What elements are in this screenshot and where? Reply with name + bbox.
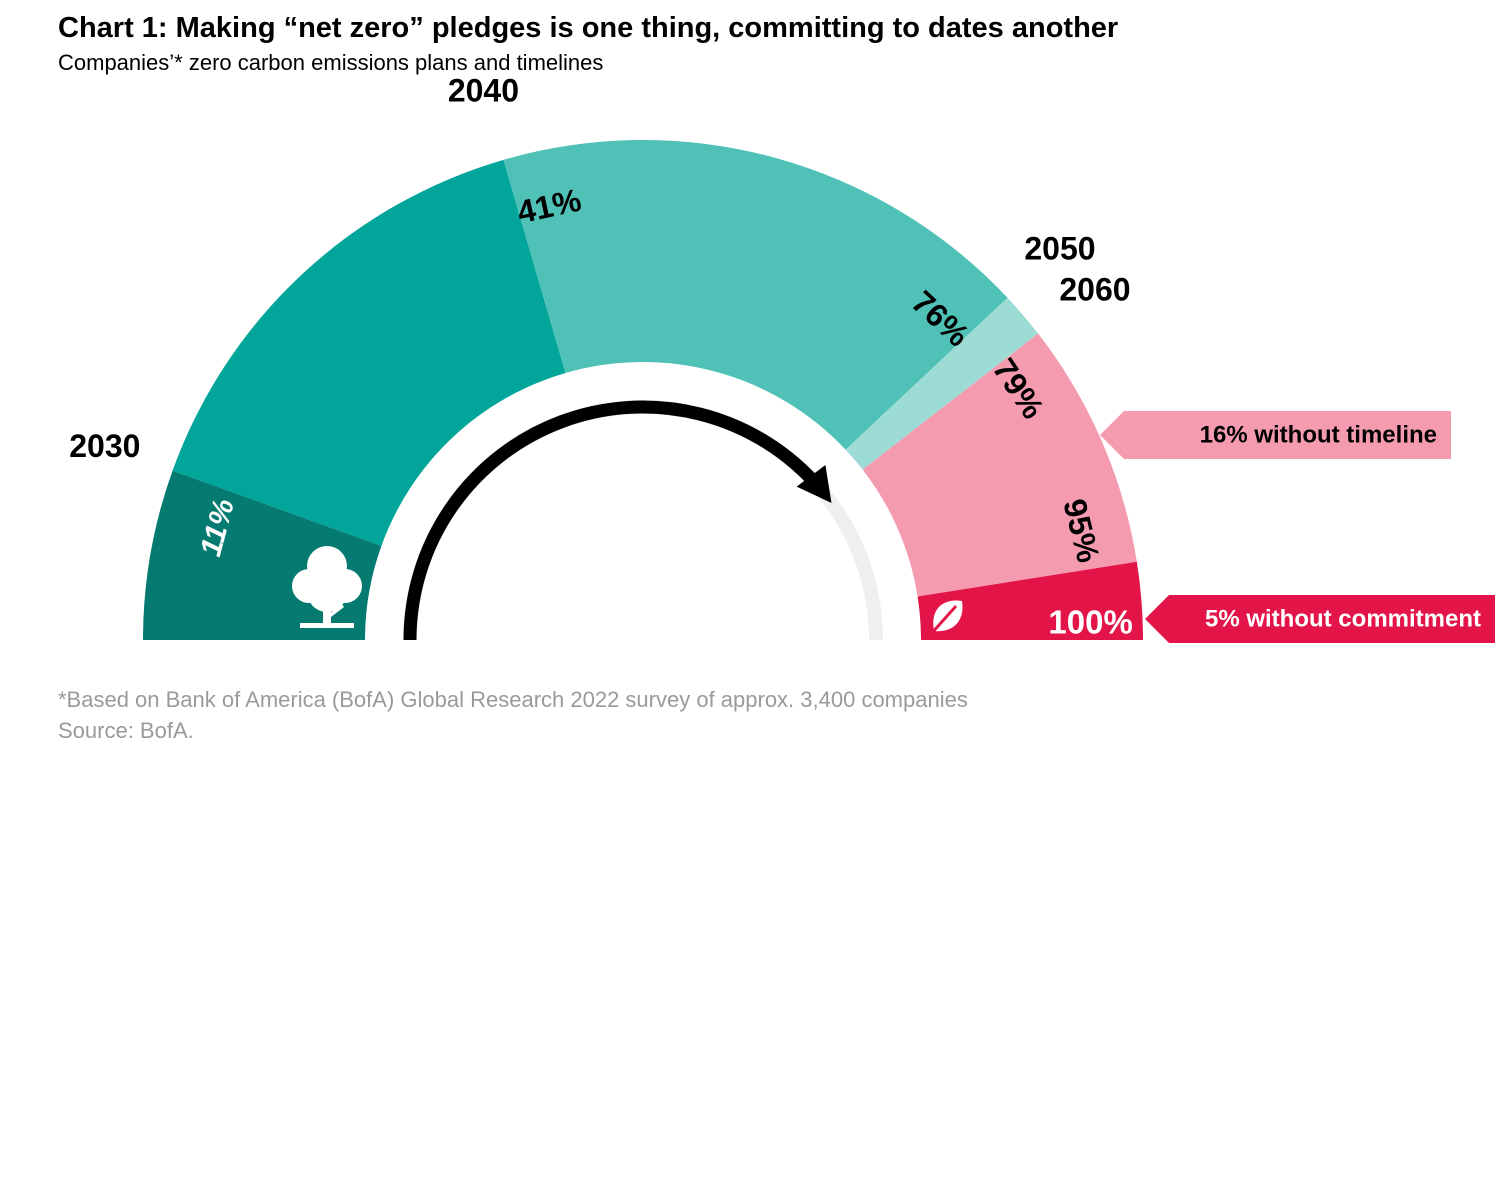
chart-title: Chart 1: Making “net zero” pledges is on… xyxy=(58,12,1119,44)
year-label-2030: 2030 xyxy=(69,428,140,464)
leaf-icon xyxy=(929,600,963,635)
inner-ring-track xyxy=(403,400,883,641)
callout-tag-1 xyxy=(1100,411,1451,459)
gauge-segment-2040 xyxy=(172,159,566,546)
year-label-2050: 2050 xyxy=(1024,230,1095,266)
footnote-source: Source: BofA. xyxy=(58,718,194,743)
gauge-segment-2050 xyxy=(503,140,1008,450)
callout-text-1: 16% without timeline xyxy=(1200,422,1437,449)
footnote: *Based on Bank of America (BofA) Global … xyxy=(58,684,968,746)
gauge-segment-without-commitment xyxy=(917,561,1143,640)
arrow-head-icon xyxy=(796,464,832,503)
inner-progress-ring xyxy=(403,400,883,641)
cumulative-label-6: 100% xyxy=(1048,604,1132,641)
clockwise-arrow-icon xyxy=(403,400,824,641)
footnote-survey: *Based on Bank of America (BofA) Global … xyxy=(58,687,968,712)
gauge-segment-without-timeline xyxy=(862,333,1137,597)
year-label-2060: 2060 xyxy=(1059,271,1130,307)
callout-tag-2 xyxy=(1145,595,1495,643)
chart-subtitle: Companies’* zero carbon emissions plans … xyxy=(58,50,604,75)
gauge-segment-2060 xyxy=(845,297,1039,470)
tree-icon xyxy=(292,546,362,628)
year-label-2040: 2040 xyxy=(448,73,519,109)
callout-text-2: 5% without commitment xyxy=(1205,606,1481,633)
